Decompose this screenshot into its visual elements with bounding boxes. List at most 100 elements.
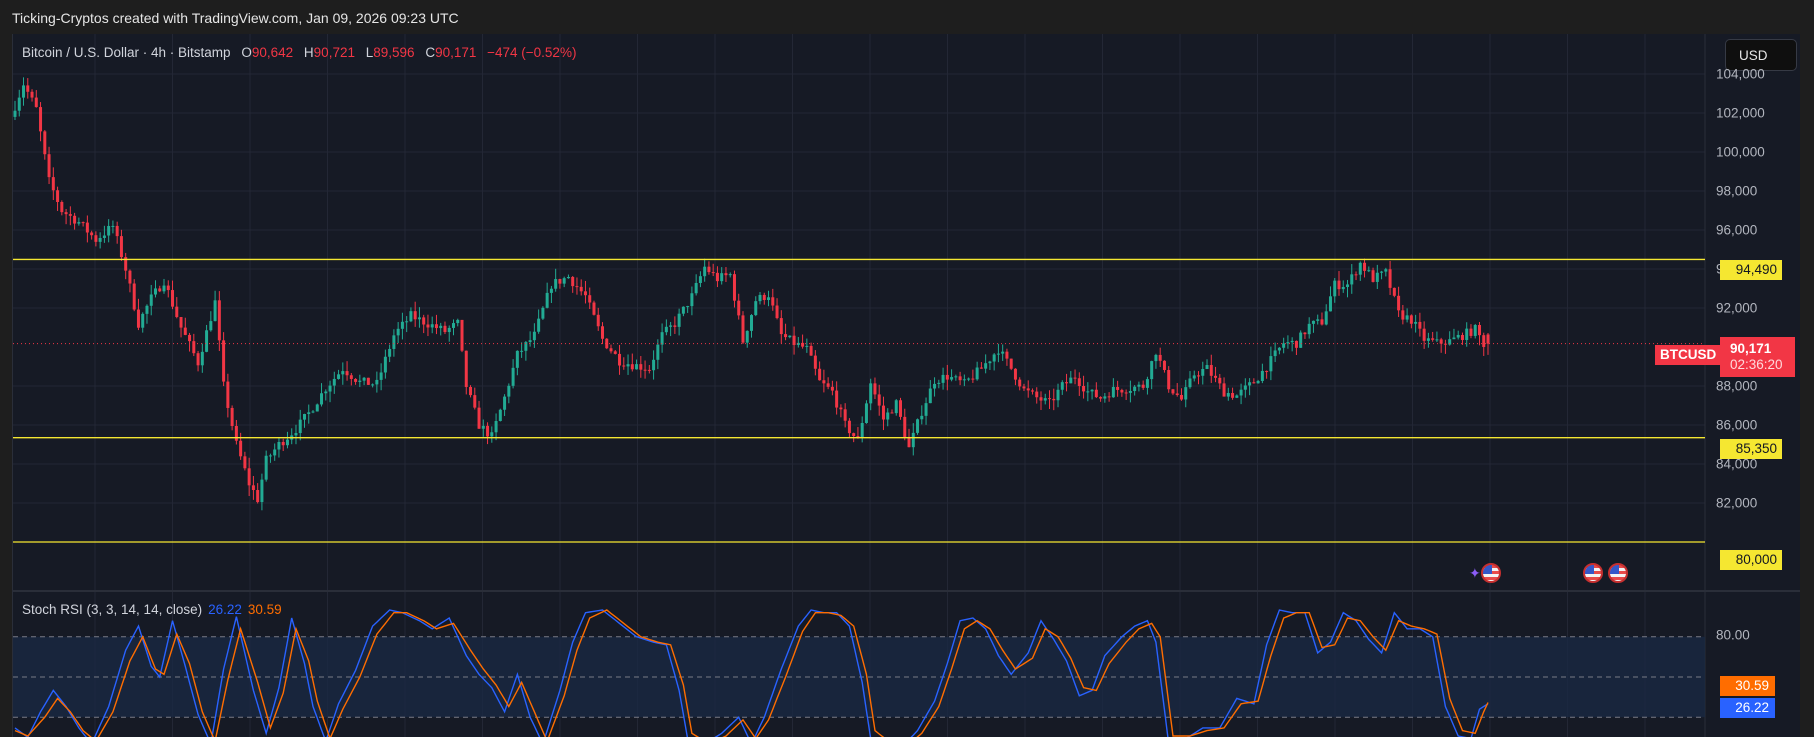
candle-up (409, 311, 413, 322)
candle-down (558, 279, 562, 284)
candle-up (758, 294, 762, 302)
candle-up (1043, 398, 1047, 401)
change-value: −474 (−0.52%) (487, 45, 577, 60)
candle-up (916, 419, 920, 433)
candle-up (1192, 375, 1196, 379)
candle-up (703, 266, 707, 277)
stoch-d-value: 30.59 (247, 602, 282, 617)
candle-down (1218, 377, 1222, 384)
candle-up (1137, 384, 1141, 387)
candle-up (1380, 271, 1384, 273)
candle-down (596, 314, 600, 327)
candle-up (754, 301, 758, 316)
candle-up (494, 420, 498, 433)
candle-up (720, 273, 724, 282)
candle-down (1409, 315, 1413, 324)
candle-down (1082, 385, 1086, 392)
candle-up (1277, 347, 1281, 351)
candle-up (400, 321, 404, 329)
us-flag-event-icon[interactable] (1583, 563, 1603, 583)
candle-up (447, 327, 451, 333)
candle-up (294, 433, 298, 436)
candle-up (984, 363, 988, 369)
candle-down (1030, 390, 1034, 392)
candle-up (311, 411, 315, 413)
price-axis-tick: 104,000 (1716, 66, 1765, 82)
candle-up (626, 364, 630, 367)
candle-down (30, 91, 34, 98)
candle-up (298, 419, 302, 434)
candle-down (801, 342, 805, 347)
candle-up (1452, 337, 1456, 340)
candle-down (183, 327, 187, 335)
candle-down (73, 215, 77, 224)
candle-up (1235, 395, 1239, 398)
candle-up (528, 340, 532, 343)
candle-down (1294, 340, 1298, 348)
candle-up (745, 330, 749, 343)
candle-up (1001, 351, 1005, 354)
candle-down (192, 341, 196, 354)
candle-down (1052, 398, 1056, 401)
candle-up (677, 313, 681, 327)
candle-down (958, 376, 962, 381)
candle-up (937, 382, 941, 384)
candle-down (34, 97, 38, 108)
candle-up (515, 350, 519, 368)
candle-down (609, 348, 613, 352)
candle-up (1133, 386, 1137, 392)
candle-down (630, 364, 634, 370)
candle-up (417, 317, 421, 320)
candle-up (562, 278, 566, 284)
candle-up (1465, 328, 1469, 340)
candle-up (1324, 311, 1328, 325)
candle-up (524, 342, 528, 351)
candle-down (1231, 393, 1235, 398)
candle-up (1201, 369, 1205, 376)
candle-down (230, 407, 234, 426)
candle-down (1167, 370, 1171, 390)
candle-down (354, 378, 358, 382)
hline-tag-85350[interactable]: 85,350 (1720, 439, 1782, 459)
candle-down (592, 302, 596, 315)
candle-down (877, 394, 881, 406)
candle-up (379, 372, 383, 380)
candle-up (1456, 334, 1460, 338)
hline-tag-80000[interactable]: 80,000 (1720, 550, 1782, 570)
candle-down (1039, 397, 1043, 401)
candle-down (1018, 379, 1022, 387)
candle-up (1269, 356, 1273, 372)
candle-down (226, 381, 230, 408)
candle-up (1435, 339, 1439, 341)
snapshot-title: Ticking-Cryptos created with TradingView… (12, 10, 459, 26)
candle-down (1120, 389, 1124, 393)
candle-up (1316, 319, 1320, 321)
candle-up (153, 288, 157, 295)
candle-down (784, 334, 788, 338)
candle-down (1116, 386, 1120, 390)
candle-down (1222, 383, 1226, 397)
candle-down (132, 283, 136, 310)
candle-down (1337, 280, 1341, 290)
candle-up (920, 415, 924, 420)
hline-tag-94490[interactable]: 94,490 (1720, 260, 1782, 280)
candle-down (443, 325, 447, 333)
sparkle-event-icon[interactable]: ✦ (1469, 565, 1481, 581)
price-axis-tick: 92,000 (1716, 300, 1758, 316)
candle-up (894, 400, 898, 414)
us-flag-event-icon[interactable] (1608, 563, 1628, 583)
candle-down (715, 272, 719, 282)
candle-down (477, 407, 481, 429)
candle-down (737, 300, 741, 316)
candle-down (971, 378, 975, 380)
candle-up (383, 356, 387, 373)
currency-button[interactable]: USD (1725, 39, 1797, 71)
candle-down (830, 386, 834, 391)
candle-down (196, 353, 200, 366)
us-flag-event-icon[interactable] (1481, 563, 1501, 583)
candle-down (1026, 388, 1030, 391)
candle-up (111, 225, 115, 227)
candle-down (1107, 396, 1111, 398)
candle-up (1346, 284, 1350, 287)
